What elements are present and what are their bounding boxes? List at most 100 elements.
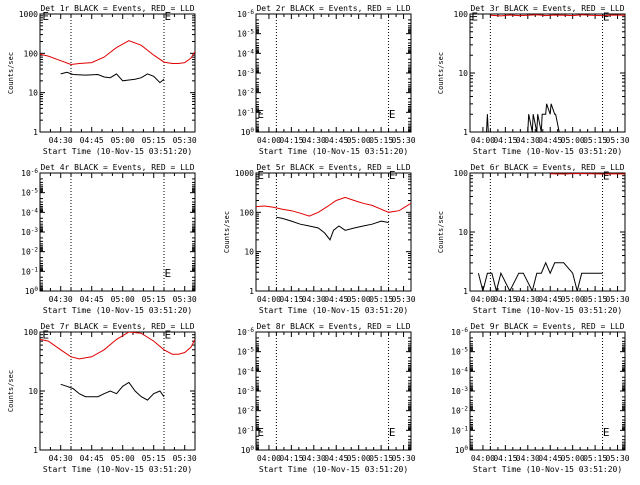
x-tick-label: 05:15: [583, 454, 607, 463]
x-tick-label: 05:00: [111, 136, 135, 145]
x-tick-label: 05:30: [606, 454, 630, 463]
y-tick-label: 10-6: [237, 327, 254, 337]
x-tick-label: 04:30: [302, 295, 326, 304]
plot-title: Det 9r BLACK = Events, RED = LLD: [470, 322, 624, 331]
event-marker-label: E: [164, 267, 171, 280]
y-tick-label: 10-2: [237, 88, 254, 98]
plot-frame: [255, 331, 412, 451]
x-tick-label: 04:00: [257, 454, 281, 463]
x-tick-label: 04:00: [471, 136, 495, 145]
y-tick-label: 10-1: [451, 425, 468, 435]
plot-frame: [39, 331, 196, 451]
plot-title: Det 8r BLACK = Events, RED = LLD: [256, 322, 410, 331]
y-tick-label: 10-5: [21, 188, 38, 198]
y-tick-label: 10: [28, 387, 38, 396]
x-tick-label: 05:15: [369, 454, 393, 463]
y-tick-label: 100: [241, 127, 255, 137]
x-axis-label: Start Time (10-Nov-15 03:51:20): [473, 465, 622, 474]
plot-title: Det 5r BLACK = Events, RED = LLD: [256, 163, 410, 172]
y-tick-label: 10-5: [237, 347, 254, 357]
plot-panel-6: Det 6r BLACK = Events, RED = LLD Start Ti…: [437, 163, 630, 315]
x-tick-label: 05:00: [347, 295, 371, 304]
y-tick-label: 10-1: [237, 107, 254, 117]
x-tick-label: 05:30: [173, 454, 197, 463]
x-tick-label: 04:45: [80, 454, 104, 463]
x-tick-label: 04:30: [302, 454, 326, 463]
x-axis-label: Start Time (10-Nov-15 03:51:20): [473, 147, 622, 156]
x-tick-label: 04:15: [493, 454, 517, 463]
plot-title: Det 3r BLACK = Events, RED = LLD: [470, 4, 624, 13]
x-tick-label: 05:00: [561, 136, 585, 145]
x-axis-label: Start Time (10-Nov-15 03:51:20): [43, 306, 192, 315]
y-tick-label: 10-5: [451, 347, 468, 357]
events-series-line: [276, 216, 389, 241]
x-tick-label: 04:45: [324, 454, 348, 463]
x-tick-label: 04:30: [516, 136, 540, 145]
y-tick-label: 1000: [19, 10, 38, 19]
event-marker-label: E: [164, 329, 171, 342]
x-tick-label: 05:15: [583, 136, 607, 145]
y-tick-label: 100: [241, 445, 255, 455]
y-tick-label: 1: [33, 128, 38, 137]
y-tick-label: 10-6: [21, 168, 38, 178]
event-marker-label: E: [389, 169, 396, 182]
y-tick-label: 10: [458, 228, 468, 237]
x-tick-label: 04:00: [471, 295, 495, 304]
event-marker-label: E: [603, 170, 610, 183]
lld-series-line: [40, 332, 195, 360]
events-series-line: [60, 381, 165, 401]
event-marker-label: E: [603, 426, 610, 439]
y-tick-label: 1: [463, 128, 468, 137]
x-tick-label: 04:45: [324, 136, 348, 145]
plot-frame: [469, 331, 626, 451]
x-tick-label: 05:30: [392, 454, 416, 463]
y-tick-label: 100: [240, 208, 255, 217]
x-tick-label: 05:15: [142, 136, 166, 145]
x-tick-label: 04:30: [516, 454, 540, 463]
plot-title: Det 7r BLACK = Events, RED = LLD: [40, 322, 194, 331]
x-tick-label: 04:15: [279, 454, 303, 463]
y-tick-label: 10-3: [451, 386, 468, 396]
x-tick-label: 04:15: [493, 295, 517, 304]
plot-panel-5: Det 5r BLACK = Events, RED = LLD Start Ti…: [223, 163, 416, 315]
x-tick-label: 05:00: [561, 295, 585, 304]
plot-panel-2: Det 2r BLACK = Events, RED = LLD Start Ti…: [237, 4, 416, 156]
x-tick-label: 05:30: [173, 295, 197, 304]
y-tick-label: 10-4: [237, 48, 254, 58]
y-tick-label: 10-3: [237, 386, 254, 396]
x-tick-label: 05:30: [392, 295, 416, 304]
y-tick-label: 100: [454, 10, 469, 19]
y-tick-label: 10-4: [451, 366, 468, 376]
x-tick-label: 05:15: [369, 136, 393, 145]
plot-frame: [255, 13, 412, 133]
y-axis-label: Counts/sec: [223, 211, 231, 253]
plot-panel-4: Det 4r BLACK = Events, RED = LLD Start Ti…: [21, 163, 197, 315]
plot-title: Det 2r BLACK = Events, RED = LLD: [256, 4, 410, 13]
event-marker-label: E: [471, 11, 478, 24]
x-tick-label: 05:00: [561, 454, 585, 463]
y-tick-label: 100: [25, 286, 39, 296]
x-axis-label: Start Time (10-Nov-15 03:51:20): [43, 147, 192, 156]
y-axis-label: Counts/sec: [437, 211, 445, 253]
plot-title: Det 4r BLACK = Events, RED = LLD: [40, 163, 194, 172]
lld-series-line: [490, 14, 625, 17]
y-tick-label: 100: [454, 169, 469, 178]
y-tick-label: 10-1: [21, 266, 38, 276]
y-tick-label: 100: [24, 328, 39, 337]
x-tick-label: 04:15: [279, 136, 303, 145]
x-axis-label: Start Time (10-Nov-15 03:51:20): [259, 306, 408, 315]
y-tick-label: 100: [24, 49, 39, 58]
x-tick-label: 04:45: [538, 136, 562, 145]
plot-frame: [39, 172, 196, 292]
x-tick-label: 04:30: [49, 454, 73, 463]
event-marker-label: E: [257, 426, 264, 439]
plot-panel-1: Det 1r BLACK = Events, RED = LLD Start Ti…: [7, 4, 197, 156]
x-axis-label: Start Time (10-Nov-15 03:51:20): [259, 465, 408, 474]
x-tick-label: 05:30: [392, 136, 416, 145]
plot-title: Det 6r BLACK = Events, RED = LLD: [470, 163, 624, 172]
x-tick-label: 04:15: [279, 295, 303, 304]
y-tick-label: 10: [458, 69, 468, 78]
y-tick-label: 10-6: [237, 9, 254, 19]
x-tick-label: 05:15: [142, 454, 166, 463]
